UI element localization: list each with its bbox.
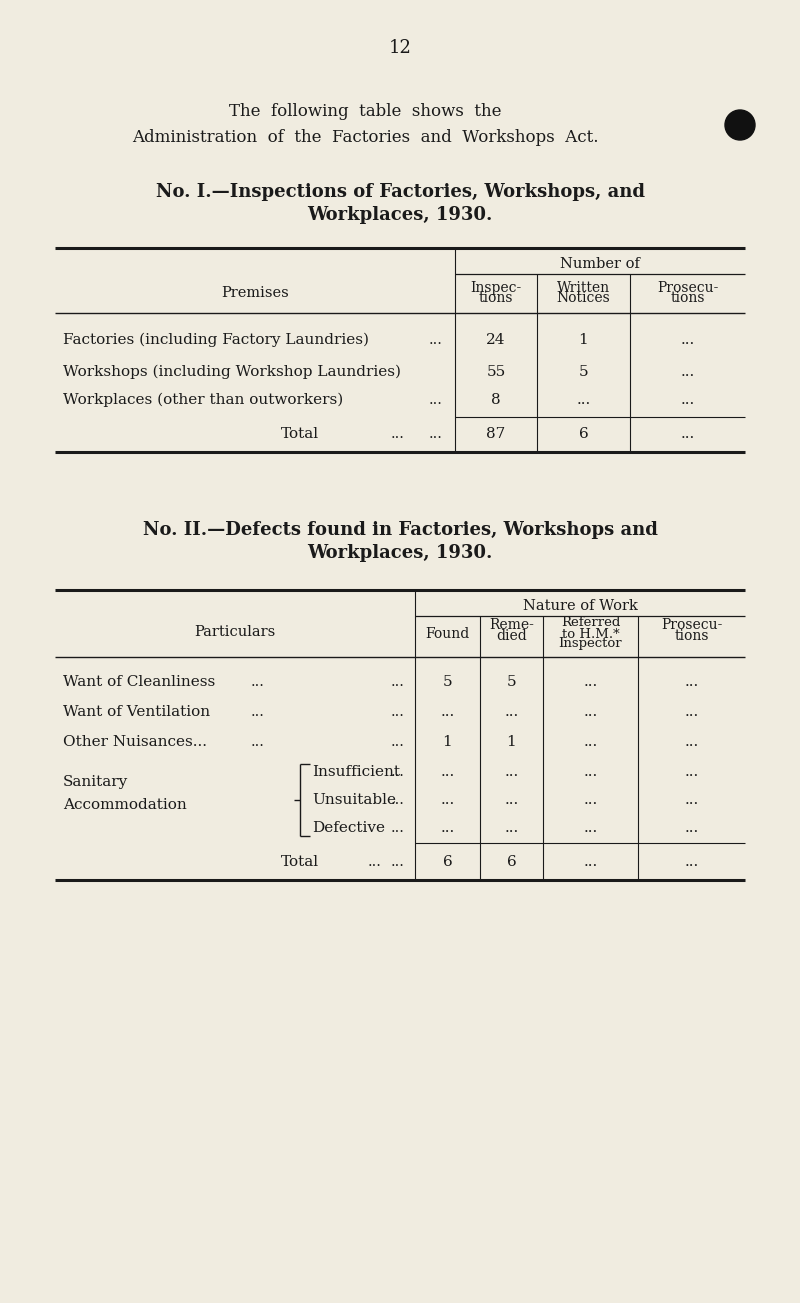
Text: Premises: Premises	[221, 285, 289, 300]
Text: Written: Written	[557, 281, 610, 294]
Text: Particulars: Particulars	[194, 625, 276, 638]
Text: 5: 5	[442, 675, 452, 689]
Text: ...: ...	[440, 705, 454, 719]
Text: 87: 87	[486, 427, 506, 440]
Text: ...: ...	[391, 427, 405, 440]
Text: Other Nuisances...: Other Nuisances...	[63, 735, 207, 749]
Text: ...: ...	[583, 794, 598, 807]
Text: 8: 8	[491, 394, 501, 407]
Text: Reme-: Reme-	[489, 618, 534, 632]
Text: ...: ...	[504, 705, 518, 719]
Text: Inspector: Inspector	[558, 637, 622, 650]
Text: ...: ...	[368, 855, 382, 869]
Text: ...: ...	[583, 675, 598, 689]
Text: ...: ...	[680, 394, 694, 407]
Text: ...: ...	[680, 365, 694, 379]
Text: Number of: Number of	[560, 257, 640, 271]
Text: Workshops (including Workshop Laundries): Workshops (including Workshop Laundries)	[63, 365, 401, 379]
Text: Inspec-: Inspec-	[470, 281, 522, 294]
Text: 1: 1	[506, 735, 516, 749]
Text: ...: ...	[391, 821, 405, 835]
Text: ...: ...	[429, 334, 443, 347]
Circle shape	[725, 109, 755, 139]
Text: Workplaces, 1930.: Workplaces, 1930.	[307, 543, 493, 562]
Text: Unsuitable: Unsuitable	[312, 794, 396, 807]
Text: ...: ...	[391, 705, 405, 719]
Text: ...: ...	[680, 427, 694, 440]
Text: Sanitary: Sanitary	[63, 775, 128, 790]
Text: 12: 12	[389, 39, 411, 57]
Text: ...: ...	[680, 334, 694, 347]
Text: ...: ...	[684, 675, 698, 689]
Text: No. II.—Defects found in Factories, Workshops and: No. II.—Defects found in Factories, Work…	[142, 521, 658, 539]
Text: ...: ...	[429, 394, 443, 407]
Text: ...: ...	[504, 821, 518, 835]
Text: Found: Found	[426, 627, 470, 641]
Text: ...: ...	[391, 855, 405, 869]
Text: 6: 6	[506, 855, 516, 869]
Text: ...: ...	[684, 855, 698, 869]
Text: Prosecu-: Prosecu-	[661, 618, 722, 632]
Text: ...: ...	[391, 765, 405, 779]
Text: 6: 6	[578, 427, 588, 440]
Text: ...: ...	[583, 821, 598, 835]
Text: 24: 24	[486, 334, 506, 347]
Text: ...: ...	[504, 794, 518, 807]
Text: Factories (including Factory Laundries): Factories (including Factory Laundries)	[63, 332, 369, 347]
Text: ...: ...	[251, 735, 265, 749]
Text: Workplaces, 1930.: Workplaces, 1930.	[307, 206, 493, 224]
Text: Want of Ventilation: Want of Ventilation	[63, 705, 210, 719]
Text: ...: ...	[440, 821, 454, 835]
Text: ...: ...	[391, 794, 405, 807]
Text: Want of Cleanliness: Want of Cleanliness	[63, 675, 215, 689]
Text: Defective: Defective	[312, 821, 385, 835]
Text: tions: tions	[478, 291, 514, 305]
Text: No. I.—Inspections of Factories, Workshops, and: No. I.—Inspections of Factories, Worksho…	[155, 182, 645, 201]
Text: ...: ...	[391, 735, 405, 749]
Text: ...: ...	[251, 675, 265, 689]
Text: ...: ...	[504, 765, 518, 779]
Text: 1: 1	[442, 735, 452, 749]
Text: ...: ...	[440, 794, 454, 807]
Text: ...: ...	[440, 765, 454, 779]
Text: ...: ...	[684, 705, 698, 719]
Text: died: died	[496, 629, 527, 642]
Text: Referred: Referred	[561, 616, 620, 629]
Text: ...: ...	[583, 705, 598, 719]
Text: Administration  of  the  Factories  and  Workshops  Act.: Administration of the Factories and Work…	[132, 129, 598, 146]
Text: ...: ...	[684, 765, 698, 779]
Text: tions: tions	[670, 291, 705, 305]
Text: 1: 1	[578, 334, 588, 347]
Text: ...: ...	[583, 735, 598, 749]
Text: ...: ...	[684, 794, 698, 807]
Text: Prosecu-: Prosecu-	[657, 281, 718, 294]
Text: Accommodation: Accommodation	[63, 797, 186, 812]
Text: Nature of Work: Nature of Work	[522, 599, 638, 612]
Text: Workplaces (other than outworkers): Workplaces (other than outworkers)	[63, 392, 343, 408]
Text: ...: ...	[583, 855, 598, 869]
Text: ...: ...	[391, 675, 405, 689]
Text: to H.M.*: to H.M.*	[562, 628, 619, 641]
Text: tions: tions	[674, 629, 709, 642]
Text: Total: Total	[281, 855, 319, 869]
Text: ...: ...	[684, 821, 698, 835]
Text: 5: 5	[578, 365, 588, 379]
Text: 5: 5	[506, 675, 516, 689]
Text: ...: ...	[583, 765, 598, 779]
Text: Insufficient: Insufficient	[312, 765, 400, 779]
Text: The  following  table  shows  the: The following table shows the	[229, 103, 502, 120]
Text: Notices: Notices	[557, 291, 610, 305]
Text: ...: ...	[251, 705, 265, 719]
Text: ...: ...	[429, 427, 443, 440]
Text: 55: 55	[486, 365, 506, 379]
Text: ...: ...	[684, 735, 698, 749]
Text: ...: ...	[576, 394, 590, 407]
Text: 6: 6	[442, 855, 452, 869]
Text: Total: Total	[281, 427, 319, 440]
